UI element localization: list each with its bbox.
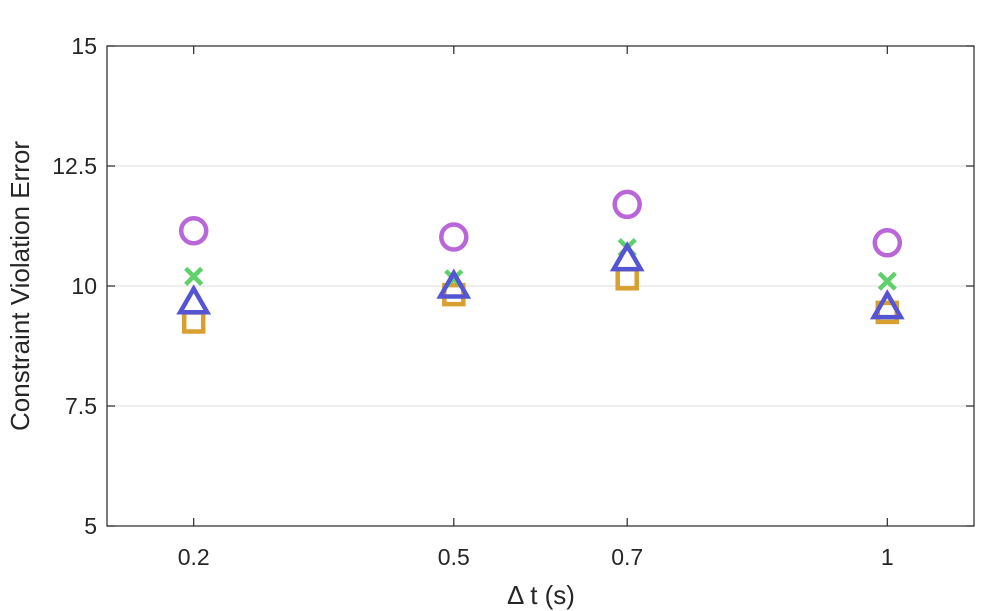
triangle-marker [869,289,905,320]
y-axis-label: Constraint Violation Error [5,141,35,431]
triangle-marker [176,284,212,315]
y-tick-label: 5 [84,513,97,539]
x-tick-labels: 0.2 0.5 0.7 1 [178,544,894,570]
y-tick-label: 15 [71,33,97,59]
circle-marker [612,189,642,220]
circle-marker [178,216,209,246]
triangle-marker [436,268,472,299]
y-tick-label: 10 [71,273,97,299]
x-axis-label: Δ t (s) [507,580,575,610]
y-tick-label: 7.5 [65,393,97,419]
square-marker [181,310,206,334]
data-markers [176,189,905,334]
circle-marker [872,228,903,258]
x-tick-label: 0.7 [611,544,643,570]
x-tick-label: 1 [881,544,894,570]
axis-ticks [107,45,974,527]
x-marker [877,271,897,291]
x-marker [184,266,204,286]
x-tick-label: 0.5 [438,544,470,570]
y-tick-labels: 5 7.5 10 12.5 15 [52,33,97,539]
x-tick-label: 0.2 [178,544,210,570]
square-marker [615,267,639,291]
gridlines [107,165,974,407]
triangle-marker [609,241,645,272]
y-tick-label: 12.5 [52,153,97,179]
circle-marker [439,222,469,252]
